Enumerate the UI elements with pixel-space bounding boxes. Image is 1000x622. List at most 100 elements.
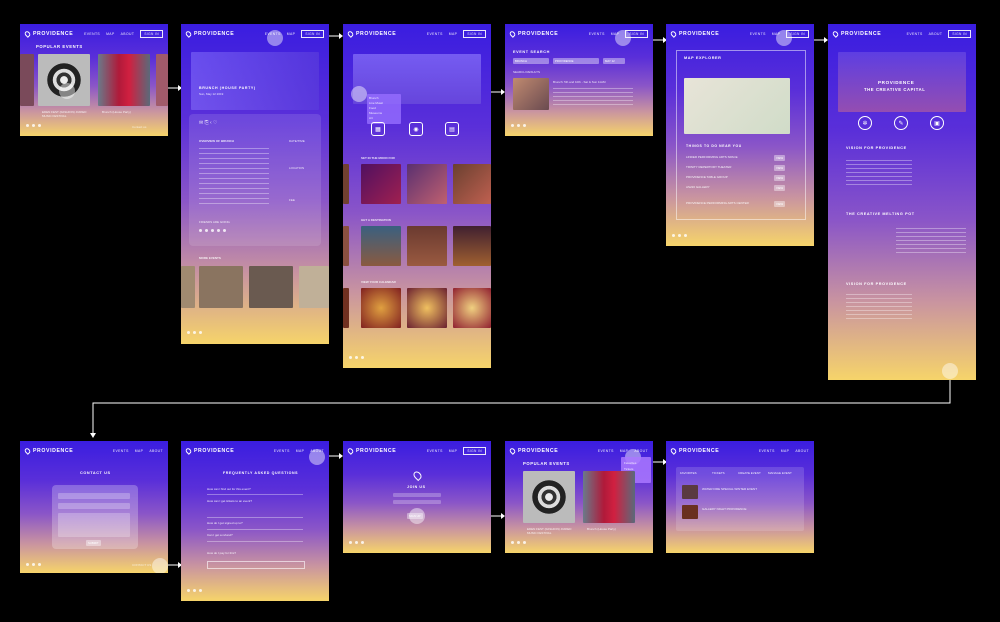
- mood-image[interactable]: [361, 164, 401, 204]
- nav-events[interactable]: EVENTS: [273, 449, 290, 453]
- action-icons[interactable]: ✉ ⎘ ‹ ♡: [199, 120, 218, 126]
- view-button[interactable]: VIEW: [774, 185, 786, 191]
- nav-about[interactable]: ABOUT: [149, 449, 163, 453]
- nav-events[interactable]: EVENTS: [84, 32, 101, 36]
- logo[interactable]: PROVIDENCE: [184, 447, 234, 455]
- social-icons[interactable]: [26, 124, 41, 127]
- nav-map[interactable]: MAP: [448, 449, 458, 453]
- signin-button[interactable]: SIGN IN: [463, 447, 486, 455]
- logo[interactable]: PROVIDENCE: [346, 30, 396, 38]
- signin-button[interactable]: SIGN IN: [463, 30, 486, 38]
- event-image-fashion[interactable]: [98, 54, 150, 106]
- signin-button[interactable]: SIGN IN: [625, 30, 648, 38]
- mood-image[interactable]: [453, 164, 491, 204]
- nav-events[interactable]: EVENTS: [749, 32, 766, 36]
- nav-map[interactable]: MAP: [295, 449, 305, 453]
- view-button[interactable]: VIEW: [774, 155, 786, 161]
- place-item[interactable]: PROVIDENCE TABLE GROUP: [686, 175, 728, 179]
- faq-question[interactable]: How do I pay for this?: [207, 551, 237, 555]
- favorite-title[interactable]: WATER FIRE SPECIAL WINTER EVENT: [702, 487, 758, 491]
- signin-button[interactable]: SIGN IN: [786, 30, 809, 38]
- event-thumb[interactable]: [181, 266, 195, 308]
- signup-button[interactable]: SIGN UP: [407, 513, 423, 519]
- social-icons[interactable]: [349, 541, 364, 544]
- footer-link[interactable]: CONTACT US: [132, 563, 152, 567]
- signin-button[interactable]: SIGN IN: [140, 30, 163, 38]
- place-item[interactable]: AS220 GALLERY: [686, 185, 710, 189]
- event-thumb[interactable]: [299, 266, 329, 308]
- social-icons[interactable]: [187, 589, 202, 592]
- nav-map[interactable]: MAP: [134, 449, 144, 453]
- nav-events[interactable]: EVENTS: [588, 32, 605, 36]
- logo[interactable]: PROVIDENCE: [508, 447, 558, 455]
- nav-map[interactable]: MAP: [610, 32, 620, 36]
- result-image[interactable]: [513, 78, 549, 110]
- submit-button[interactable]: SUBMIT: [86, 540, 101, 546]
- email-field[interactable]: [393, 493, 441, 497]
- calendar-icon[interactable]: ▤: [445, 122, 459, 136]
- location-icon[interactable]: ◉: [409, 122, 423, 136]
- vision-icon[interactable]: ✲: [858, 116, 872, 130]
- logo[interactable]: PROVIDENCE: [831, 30, 881, 38]
- calendar-image[interactable]: [361, 288, 401, 328]
- nav-about[interactable]: ABOUT: [310, 449, 324, 453]
- create-icon[interactable]: ✎: [894, 116, 908, 130]
- footer-link[interactable]: Contact us: [132, 125, 147, 129]
- friend-avatars[interactable]: [199, 229, 226, 232]
- logo[interactable]: PROVIDENCE: [23, 447, 73, 455]
- social-icons[interactable]: [511, 541, 526, 544]
- destination-image[interactable]: [361, 226, 401, 266]
- filter-chip[interactable]: MAY 12: [603, 58, 625, 64]
- password-field[interactable]: [393, 500, 441, 504]
- mood-image[interactable]: [343, 164, 349, 204]
- tab-create-event[interactable]: CREATE EVENT: [738, 471, 761, 475]
- favorite-thumb[interactable]: [682, 485, 698, 499]
- nav-about[interactable]: ABOUT: [795, 449, 809, 453]
- calendar-image[interactable]: [343, 288, 349, 328]
- destination-image[interactable]: [407, 226, 447, 266]
- mood-image[interactable]: [407, 164, 447, 204]
- faq-question[interactable]: How can I find out for this event?: [207, 487, 251, 491]
- favorite-thumb[interactable]: [682, 505, 698, 519]
- filter-chip[interactable]: BRUNCH: [513, 58, 549, 64]
- view-button[interactable]: VIEW: [774, 165, 786, 171]
- nav-about[interactable]: ABOUT: [928, 32, 943, 36]
- place-item[interactable]: TRINITY REPERTORY THEATER: [686, 165, 732, 169]
- nav-about[interactable]: ABOUT: [634, 449, 648, 453]
- view-button[interactable]: VIEW: [774, 175, 786, 181]
- nav-events[interactable]: EVENTS: [264, 32, 281, 36]
- message-field[interactable]: [58, 513, 130, 537]
- event-image-fashion[interactable]: [583, 471, 635, 523]
- event-thumb[interactable]: [249, 266, 293, 308]
- nav-events[interactable]: EVENTS: [906, 32, 923, 36]
- nav-map[interactable]: MAP: [619, 449, 629, 453]
- filter-chip[interactable]: PROVIDENCE: [553, 58, 599, 64]
- event-image-sunbursts[interactable]: [523, 471, 575, 523]
- social-icons[interactable]: [187, 331, 202, 334]
- nav-map[interactable]: MAP: [780, 449, 790, 453]
- result-title[interactable]: Brunch: 5th and 10th - Sat & Sun 11AM: [553, 80, 606, 84]
- signin-button[interactable]: SIGN IN: [301, 30, 324, 38]
- place-item[interactable]: PROVIDENCE PERFORMING ARTS CENTER: [686, 201, 749, 205]
- tab-favorites[interactable]: FAVORITES: [680, 471, 697, 475]
- nav-events[interactable]: EVENTS: [112, 449, 129, 453]
- tab-manage-event[interactable]: MANAGE EVENT: [768, 471, 792, 475]
- logo[interactable]: PROVIDENCE: [184, 30, 234, 38]
- nav-events[interactable]: EVENTS: [426, 449, 443, 453]
- category-dropdown[interactable]: [367, 94, 401, 124]
- logo[interactable]: PROVIDENCE: [508, 30, 558, 38]
- category-menu[interactable]: Brunch Live Music Food Museums Art: [369, 96, 384, 120]
- nav-events[interactable]: EVENTS: [597, 449, 614, 453]
- email-field[interactable]: [58, 503, 130, 509]
- event-image-sunbursts[interactable]: [38, 54, 90, 106]
- map-view[interactable]: [684, 78, 790, 134]
- logo[interactable]: PROVIDENCE: [669, 30, 719, 38]
- nav-events[interactable]: EVENTS: [758, 449, 775, 453]
- destination-image[interactable]: [453, 226, 491, 266]
- nav-events[interactable]: EVENTS: [426, 32, 443, 36]
- experience-icon[interactable]: ▣: [930, 116, 944, 130]
- nav-map[interactable]: MAP: [771, 32, 781, 36]
- calendar-image[interactable]: [453, 288, 491, 328]
- favorite-title[interactable]: GALLERY NIGHT PROVIDENCE: [702, 507, 747, 511]
- nav-map[interactable]: MAP: [286, 32, 296, 36]
